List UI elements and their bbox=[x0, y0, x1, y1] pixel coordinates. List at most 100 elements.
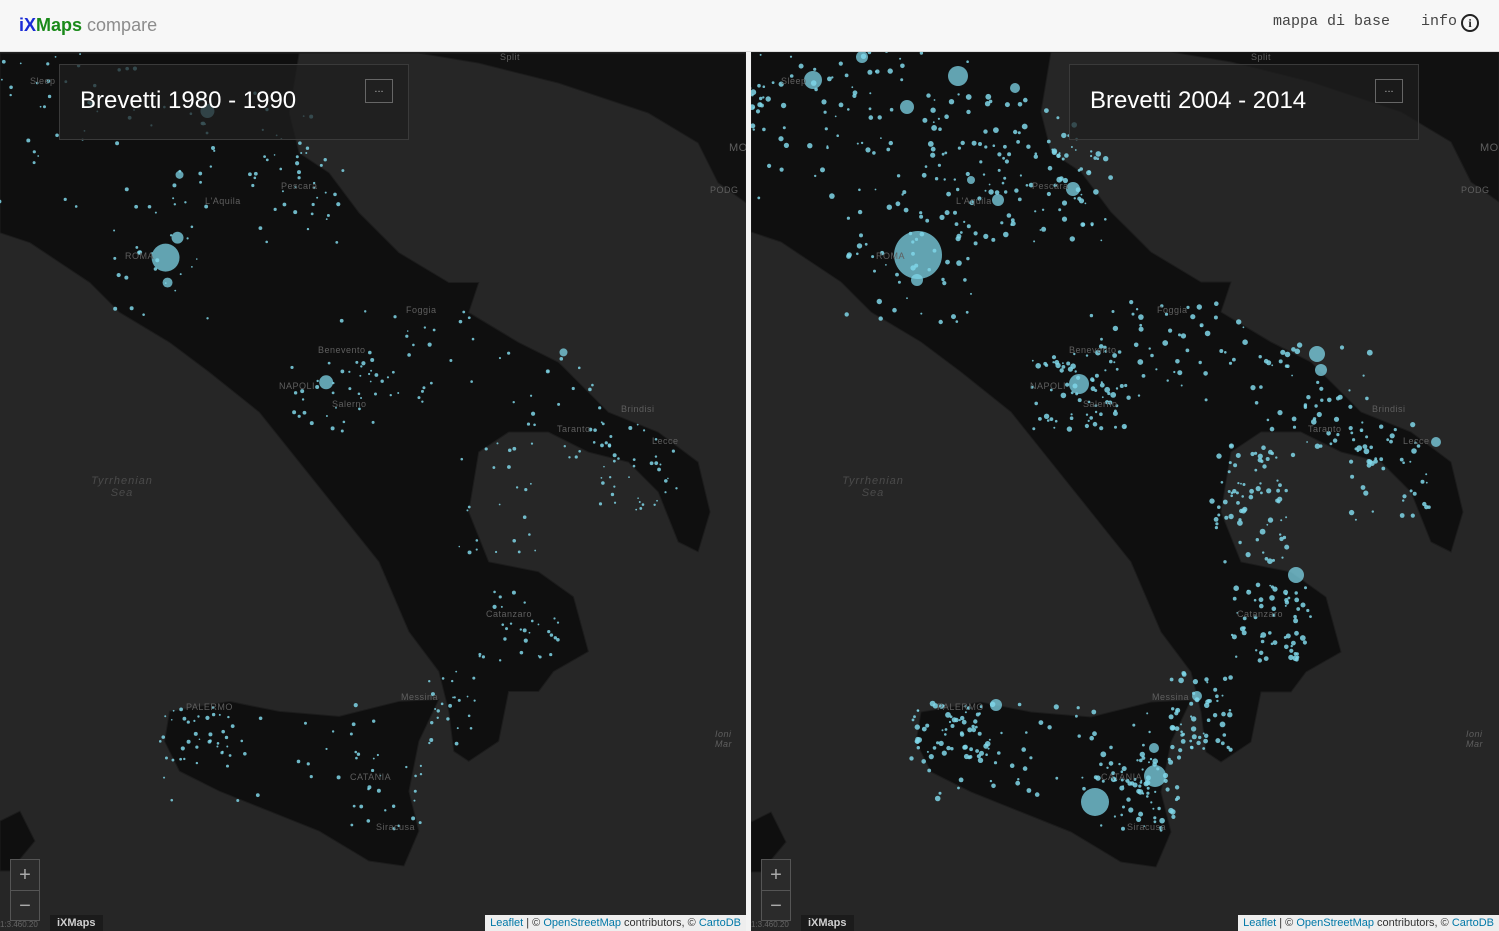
patent-dot bbox=[442, 677, 445, 680]
patent-dot bbox=[1182, 733, 1185, 736]
patent-dot bbox=[520, 628, 522, 630]
patent-dot bbox=[887, 205, 892, 210]
patent-dot bbox=[944, 733, 947, 736]
patent-dot bbox=[1048, 166, 1053, 171]
patent-dot bbox=[1052, 361, 1054, 363]
zoom-out-button[interactable]: − bbox=[762, 891, 790, 921]
patent-dot bbox=[421, 400, 423, 402]
layer-menu-button-left[interactable]: ... bbox=[365, 79, 393, 103]
osm-link[interactable]: OpenStreetMap bbox=[1296, 917, 1374, 929]
patent-dot bbox=[1255, 401, 1259, 405]
info-icon[interactable]: i bbox=[1461, 14, 1479, 32]
ixmaps-badge-left[interactable]: iXMaps bbox=[50, 915, 103, 931]
patent-cluster-dot[interactable] bbox=[1315, 364, 1327, 376]
patent-dot bbox=[1078, 169, 1081, 172]
patent-cluster-dot[interactable] bbox=[1192, 691, 1202, 701]
patent-dot bbox=[978, 142, 982, 146]
info-link[interactable]: info bbox=[1421, 13, 1457, 30]
patent-dot bbox=[505, 627, 508, 630]
patent-dot bbox=[1039, 720, 1044, 725]
zoom-in-button[interactable]: + bbox=[11, 860, 39, 891]
patent-cluster-dot[interactable] bbox=[911, 274, 923, 286]
patent-cluster-dot[interactable] bbox=[990, 699, 1002, 711]
patent-dot bbox=[945, 260, 950, 265]
patent-dot bbox=[756, 109, 760, 113]
patent-cluster-dot[interactable] bbox=[560, 348, 568, 356]
patent-dot bbox=[1146, 712, 1148, 714]
patent-dot bbox=[472, 338, 475, 341]
patent-dot bbox=[1215, 694, 1219, 698]
map-panel-right[interactable]: Split Sleep L'Aquila Pescara ROMA Foggia… bbox=[751, 52, 1499, 931]
patent-cluster-dot[interactable] bbox=[152, 244, 180, 272]
patent-dot bbox=[1233, 463, 1237, 467]
patent-cluster-dot[interactable] bbox=[804, 71, 822, 89]
map-label: Taranto bbox=[1308, 424, 1342, 434]
patent-dot bbox=[482, 655, 485, 658]
leaflet-link[interactable]: Leaflet bbox=[1243, 917, 1276, 929]
patent-dot bbox=[1107, 392, 1110, 395]
patent-dot bbox=[983, 129, 987, 133]
patent-cluster-dot[interactable] bbox=[163, 278, 173, 288]
layer-menu-button-right[interactable]: ... bbox=[1375, 79, 1403, 103]
patent-dot bbox=[983, 234, 988, 239]
app-logo[interactable]: iXMapscompare bbox=[19, 15, 157, 36]
map-panel-left[interactable]: Split Sleep L'Aquila Pescara ROMA Foggia… bbox=[0, 52, 746, 931]
patent-cluster-dot[interactable] bbox=[319, 375, 333, 389]
patent-cluster-dot[interactable] bbox=[992, 194, 1004, 206]
patent-dot bbox=[944, 152, 947, 155]
patent-dot bbox=[507, 465, 511, 469]
patent-dot bbox=[1413, 492, 1417, 496]
patent-cluster-dot[interactable] bbox=[1069, 374, 1089, 394]
title-box-right: Brevetti 2004 - 2014 ... bbox=[1069, 64, 1419, 140]
patent-dot bbox=[1223, 733, 1227, 737]
patent-dot bbox=[0, 200, 1, 204]
patent-dot bbox=[191, 266, 193, 268]
patent-dot bbox=[933, 746, 937, 750]
leaflet-link[interactable]: Leaflet bbox=[490, 917, 523, 929]
patent-dot bbox=[1056, 116, 1059, 119]
patent-cluster-dot[interactable] bbox=[1144, 765, 1166, 787]
patent-cluster-dot[interactable] bbox=[176, 171, 184, 179]
patent-cluster-dot[interactable] bbox=[1309, 346, 1325, 362]
patent-dot bbox=[1285, 364, 1288, 367]
patent-cluster-dot[interactable] bbox=[1081, 788, 1109, 816]
patent-dot bbox=[1254, 599, 1257, 602]
top-bar: iXMapscompare mappa di base infoi bbox=[0, 0, 1499, 52]
patent-dot bbox=[930, 108, 935, 113]
patent-cluster-dot[interactable] bbox=[900, 100, 914, 114]
patent-dot bbox=[221, 730, 225, 734]
patent-dot bbox=[1097, 157, 1100, 160]
patent-dot bbox=[523, 628, 527, 632]
patent-dot bbox=[226, 746, 228, 748]
patent-dot bbox=[377, 754, 379, 756]
patent-dot bbox=[609, 476, 611, 478]
patent-cluster-dot[interactable] bbox=[1010, 83, 1020, 93]
patent-dot bbox=[197, 715, 199, 717]
cartodb-link[interactable]: CartoDB bbox=[699, 917, 741, 929]
ixmaps-badge-right[interactable]: iXMaps bbox=[801, 915, 854, 931]
patent-cluster-dot[interactable] bbox=[1288, 567, 1304, 583]
patent-dot bbox=[1047, 725, 1051, 729]
basemap-link[interactable]: mappa di base bbox=[1273, 13, 1390, 30]
patent-cluster-dot[interactable] bbox=[948, 66, 968, 86]
zoom-out-button[interactable]: − bbox=[11, 891, 39, 921]
patent-dot bbox=[2, 60, 6, 64]
patent-dot bbox=[467, 696, 469, 698]
patent-dot bbox=[880, 137, 882, 139]
zoom-in-button[interactable]: + bbox=[762, 860, 790, 891]
patent-dot bbox=[1367, 463, 1372, 468]
patent-cluster-dot[interactable] bbox=[1149, 743, 1159, 753]
cartodb-link[interactable]: CartoDB bbox=[1452, 917, 1494, 929]
patent-dot bbox=[988, 748, 990, 750]
osm-link[interactable]: OpenStreetMap bbox=[543, 917, 621, 929]
patent-cluster-dot[interactable] bbox=[172, 232, 184, 244]
patent-dot bbox=[600, 444, 604, 448]
patent-cluster-dot[interactable] bbox=[1431, 437, 1441, 447]
patent-dot bbox=[343, 421, 346, 424]
patent-dot bbox=[593, 441, 596, 444]
patent-cluster-dot[interactable] bbox=[967, 176, 975, 184]
patent-cluster-dot[interactable] bbox=[856, 52, 868, 63]
patent-dot bbox=[1136, 308, 1138, 310]
patent-dot bbox=[358, 392, 361, 395]
patent-dot bbox=[454, 696, 456, 698]
